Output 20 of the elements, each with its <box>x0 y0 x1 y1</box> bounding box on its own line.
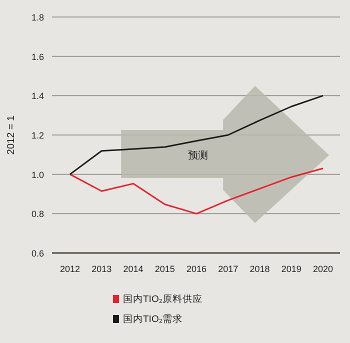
y-tick-label: 1.6 <box>31 52 44 62</box>
x-tick-label: 2020 <box>312 264 334 274</box>
y-tick-label: 1.4 <box>31 91 44 102</box>
x-tick-label: 2015 <box>154 264 175 274</box>
x-tick-label: 2013 <box>92 264 112 274</box>
y-axis-title: 2012 = 1 <box>6 114 17 155</box>
x-tick-label: 2018 <box>250 264 270 274</box>
y-tick-label: 0.8 <box>31 209 44 220</box>
y-tick-label: 1.0 <box>31 170 44 180</box>
x-tick-label: 2012 <box>60 264 80 274</box>
y-tick-label: 0.6 <box>31 248 44 258</box>
y-tick-label: 1.2 <box>31 130 44 140</box>
annotation: 预测 <box>188 150 208 162</box>
x-tick-label: 2017 <box>218 264 238 274</box>
legend-label: 国内TIO₂原料供应 <box>123 293 203 305</box>
x-tick-label: 2016 <box>186 264 207 274</box>
y-tick-label: 1.8 <box>31 12 44 22</box>
legend-label: 国内TIO₂需求 <box>123 313 183 325</box>
x-tick-label: 2019 <box>281 264 302 274</box>
x-tick-label: 2014 <box>123 264 144 274</box>
